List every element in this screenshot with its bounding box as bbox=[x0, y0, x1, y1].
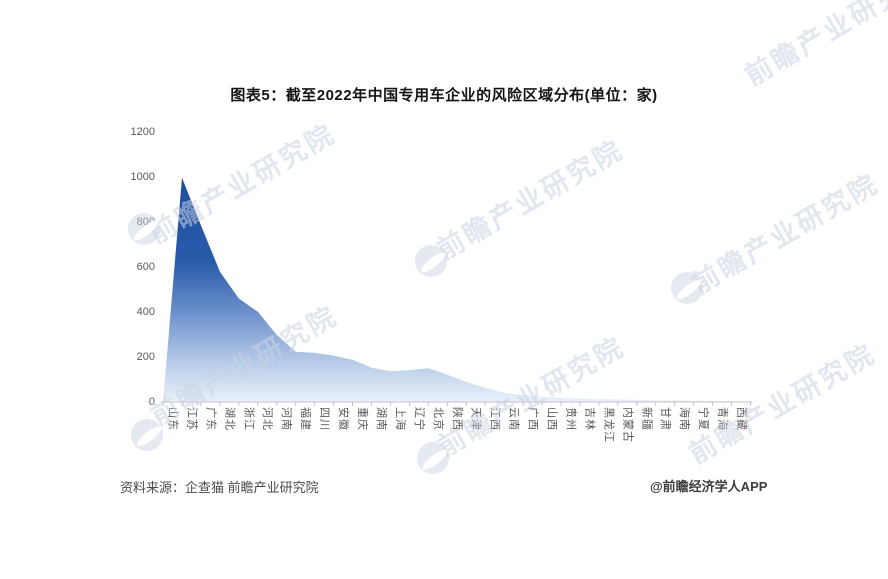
y-tick-label: 800 bbox=[136, 215, 155, 228]
x-tick-label: 上海 bbox=[393, 407, 406, 431]
y-tick-label: 400 bbox=[136, 305, 155, 318]
source-note: 资料来源：企查猫 前瞻产业研究院 bbox=[120, 480, 319, 495]
x-tick-label: 青海 bbox=[716, 407, 729, 431]
chart-title: 图表5：截至2022年中国专用车企业的风险区域分布(单位：家) bbox=[230, 87, 658, 104]
credit-note: @前瞻经济学人APP bbox=[650, 479, 768, 494]
y-tick-label: 200 bbox=[136, 350, 155, 363]
x-tick-label: 吉林 bbox=[583, 407, 596, 431]
x-tick-label: 广东 bbox=[204, 407, 217, 431]
x-tick-label: 江西 bbox=[488, 407, 501, 431]
x-tick-label: 江苏 bbox=[185, 407, 198, 431]
x-tick-label: 新疆 bbox=[640, 407, 653, 431]
area-series bbox=[163, 177, 751, 402]
x-tick-label: 陕西 bbox=[450, 407, 463, 431]
x-tick-label: 湖北 bbox=[223, 407, 236, 431]
x-tick-label: 福建 bbox=[299, 407, 312, 431]
x-tick-label: 重庆 bbox=[355, 407, 368, 431]
x-tick-label: 宁夏 bbox=[697, 407, 710, 431]
x-tick-label: 辽宁 bbox=[412, 407, 425, 431]
x-tick-label: 黑龙江 bbox=[602, 407, 615, 443]
x-tick-label: 浙江 bbox=[242, 407, 255, 431]
x-tick-label: 云南 bbox=[507, 407, 520, 431]
x-tick-label: 西藏 bbox=[735, 407, 748, 431]
x-tick-label: 四川 bbox=[318, 407, 331, 431]
x-tick-label: 河南 bbox=[280, 407, 293, 431]
y-tick-label: 600 bbox=[136, 260, 155, 273]
x-tick-label: 天津 bbox=[469, 407, 482, 431]
x-tick-label: 甘肃 bbox=[659, 407, 672, 431]
x-tick-label: 安徽 bbox=[337, 407, 350, 431]
x-tick-label: 广西 bbox=[526, 407, 539, 431]
x-tick-label: 贵州 bbox=[564, 407, 577, 431]
x-tick-label: 湖南 bbox=[374, 407, 387, 431]
x-tick-label: 河北 bbox=[261, 407, 274, 431]
y-tick-label: 1000 bbox=[130, 170, 155, 183]
x-tick-label: 海南 bbox=[678, 407, 691, 431]
x-tick-label: 北京 bbox=[431, 407, 444, 431]
x-tick-label: 山西 bbox=[545, 407, 558, 431]
y-tick-label: 1200 bbox=[130, 125, 155, 138]
x-tick-label: 内蒙古 bbox=[621, 407, 634, 443]
x-tick-label: 山东 bbox=[166, 407, 179, 431]
y-tick-label: 0 bbox=[148, 395, 155, 408]
